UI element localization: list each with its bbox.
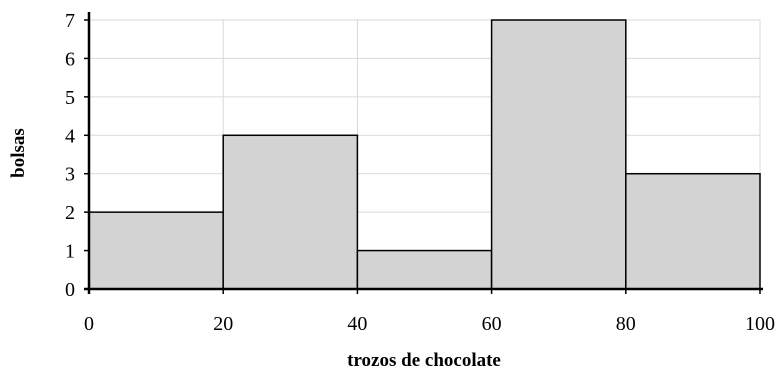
x-tick-label: 40 (347, 313, 367, 335)
histogram-bar (88, 211, 224, 290)
y-tick-label: 7 (65, 10, 75, 32)
histogram-bar (625, 172, 761, 290)
histogram-bar (222, 134, 359, 290)
x-tick-label: 0 (84, 313, 94, 335)
y-axis-title: bolsas (8, 128, 29, 178)
y-tick-label: 6 (65, 48, 75, 70)
y-tick-label: 3 (65, 164, 75, 186)
x-tick-label: 60 (482, 313, 502, 335)
x-axis-title: trozos de chocolate (347, 350, 501, 371)
x-tick-label: 100 (745, 313, 775, 335)
y-tick-label: 5 (65, 87, 75, 109)
x-tick-label: 20 (213, 313, 233, 335)
axes (84, 12, 763, 294)
tick-labels: 0 1 2 3 4 5 6 7 0 20 40 60 80 100 (65, 10, 775, 335)
y-tick-label: 0 (65, 279, 75, 301)
y-tick-label: 2 (65, 202, 75, 224)
histogram-bar (490, 19, 627, 290)
histogram-bars (88, 19, 761, 290)
y-tick-label: 1 (65, 241, 75, 263)
histogram-bar (356, 249, 493, 290)
x-tick-label: 80 (616, 313, 636, 335)
y-tick-label: 4 (65, 125, 75, 147)
